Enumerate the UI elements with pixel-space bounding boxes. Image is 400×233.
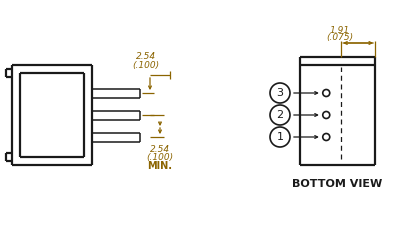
Text: 2.54: 2.54 <box>150 145 170 154</box>
Text: BOTTOM VIEW: BOTTOM VIEW <box>292 179 383 189</box>
Text: 1: 1 <box>276 132 284 142</box>
Text: 2: 2 <box>276 110 284 120</box>
Circle shape <box>323 89 330 96</box>
Text: (.075): (.075) <box>326 33 354 42</box>
Text: (.100): (.100) <box>146 153 174 162</box>
Text: 2.54: 2.54 <box>136 52 156 61</box>
Text: 3: 3 <box>276 88 284 98</box>
Text: 1.91: 1.91 <box>330 26 350 35</box>
Circle shape <box>270 105 290 125</box>
Circle shape <box>323 112 330 119</box>
Circle shape <box>270 127 290 147</box>
Text: (.100): (.100) <box>132 61 160 70</box>
Circle shape <box>270 83 290 103</box>
Circle shape <box>323 134 330 140</box>
Text: MIN.: MIN. <box>148 161 172 171</box>
